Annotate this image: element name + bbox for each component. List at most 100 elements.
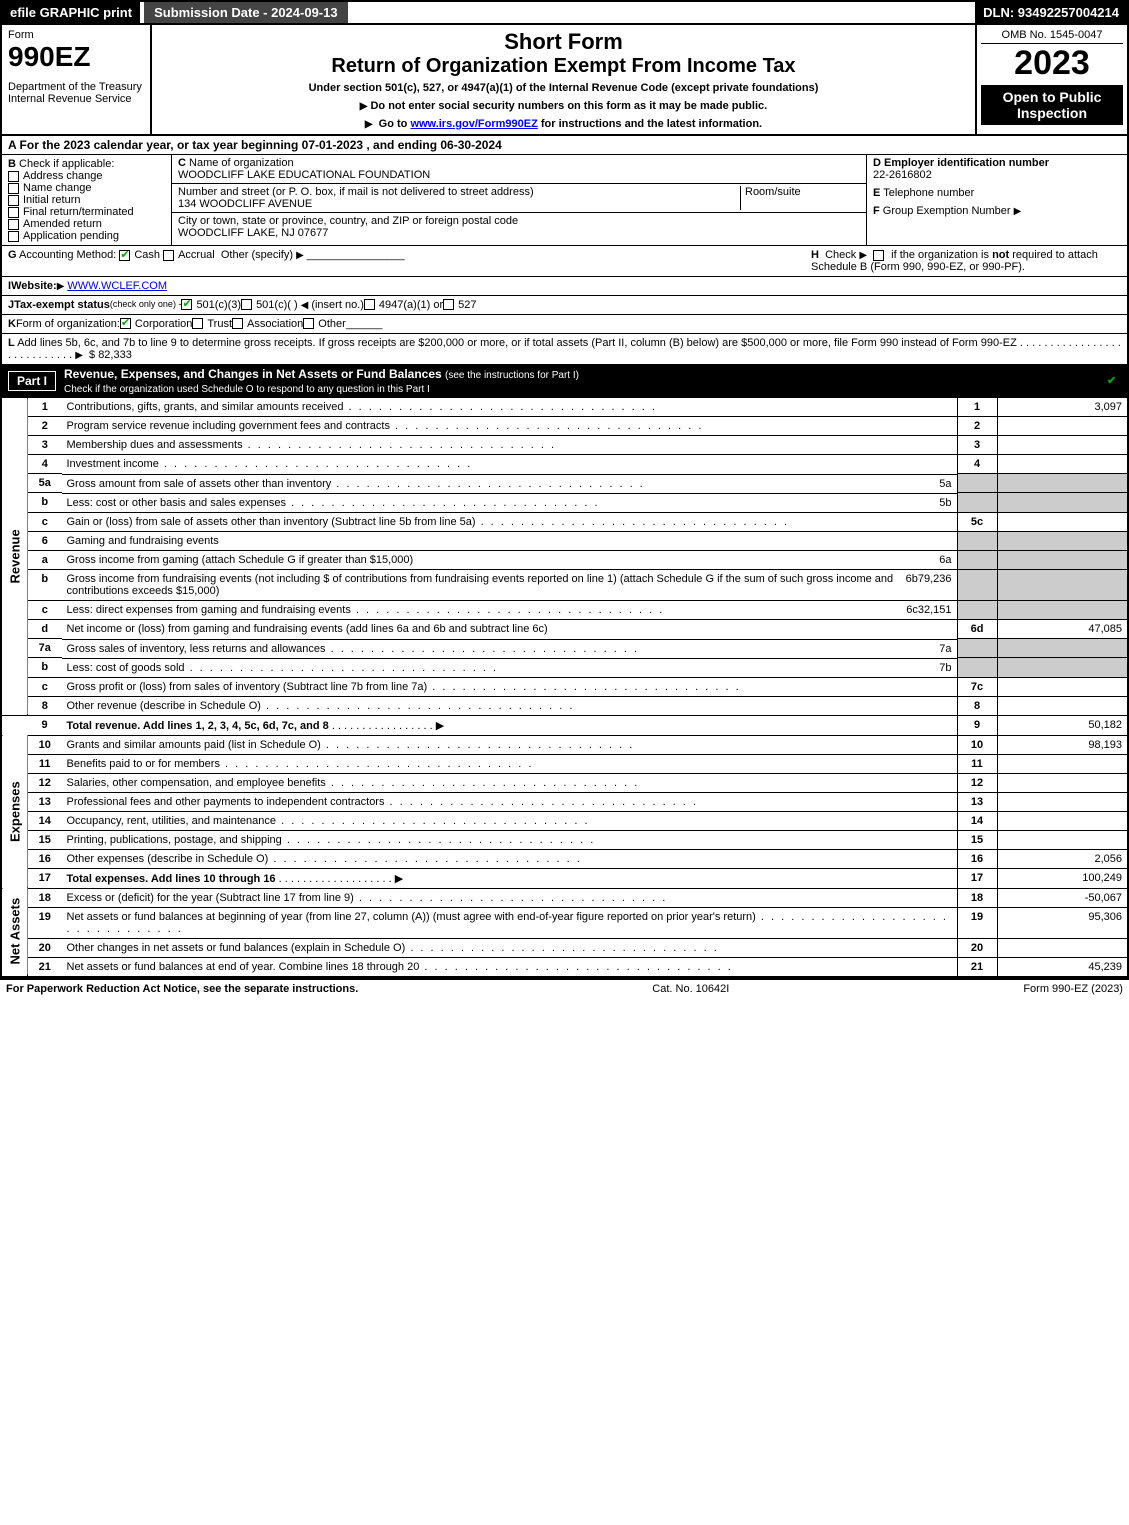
chk-trust[interactable] <box>192 318 203 329</box>
chk-cash[interactable] <box>119 250 130 261</box>
r20-n: 20 <box>957 938 997 957</box>
section-bcd: B Check if applicable: Address change Na… <box>2 155 1127 246</box>
dept-2: Internal Revenue Service <box>8 93 144 105</box>
r9-v: 50,182 <box>997 715 1127 735</box>
chk-initial[interactable] <box>8 195 19 206</box>
tel-label: Telephone number <box>883 187 974 199</box>
r21-n: 21 <box>957 957 997 976</box>
irs-link[interactable]: www.irs.gov/Form990EZ <box>410 118 537 130</box>
b-letter: B <box>8 158 16 170</box>
opt-pending: Application pending <box>23 230 119 242</box>
r7b-sn: 7b <box>939 662 951 674</box>
r21-desc: Net assets or fund balances at end of ye… <box>62 957 958 976</box>
r7c-v <box>997 677 1127 696</box>
tax-year: 2023 <box>981 44 1123 83</box>
r7c-desc: Gross profit or (loss) from sales of inv… <box>62 677 958 696</box>
arrow-icon <box>296 249 307 261</box>
c-letter: C <box>178 157 186 169</box>
col-c: C Name of organization WOODCLIFF LAKE ED… <box>172 155 867 245</box>
j-opt3: 4947(a)(1) or <box>379 299 443 311</box>
chk-pending[interactable] <box>8 231 19 242</box>
r1-v: 3,097 <box>997 398 1127 417</box>
r10-n: 10 <box>957 735 997 754</box>
opt-address: Address change <box>23 170 103 182</box>
dept-1: Department of the Treasury <box>8 81 144 93</box>
header-right: OMB No. 1545-0047 2023 Open to Public In… <box>977 25 1127 134</box>
footer-catno: Cat. No. 10642I <box>652 983 729 995</box>
chk-final[interactable] <box>8 207 19 218</box>
g-label: Accounting Method: <box>19 249 116 261</box>
chk-corp[interactable] <box>120 318 131 329</box>
chk-other[interactable] <box>303 318 314 329</box>
r2-v <box>997 417 1127 436</box>
r14-n: 14 <box>957 811 997 830</box>
line-a: A For the 2023 calendar year, or tax yea… <box>2 136 1127 155</box>
r8-v <box>997 696 1127 715</box>
expenses-label: Expenses <box>2 735 28 888</box>
topbar: efile GRAPHIC print Submission Date - 20… <box>2 2 1127 25</box>
chk-501c[interactable] <box>241 299 252 310</box>
r6c-desc: Less: direct expenses from gaming and fu… <box>67 604 907 616</box>
website-link[interactable]: WWW.WCLEF.COM <box>67 280 167 292</box>
r13-v <box>997 792 1127 811</box>
chk-501c3[interactable] <box>181 299 192 310</box>
part1-header: Part I Revenue, Expenses, and Changes in… <box>2 365 1127 397</box>
r10-v: 98,193 <box>997 735 1127 754</box>
r3-n: 3 <box>957 436 997 455</box>
part1-check: Check if the organization used Schedule … <box>64 384 430 395</box>
opt-amended: Amended return <box>23 218 102 230</box>
arrow-icon <box>75 349 86 361</box>
footer: For Paperwork Reduction Act Notice, see … <box>0 978 1129 998</box>
footer-left: For Paperwork Reduction Act Notice, see … <box>6 983 358 995</box>
left-arrow-icon <box>298 299 312 311</box>
j-opt1: 501(c)(3) <box>196 299 241 311</box>
g-other: Other (specify) <box>221 249 293 261</box>
j-opt2: 501(c)( ) <box>256 299 298 311</box>
chk-schedule-o[interactable] <box>1106 376 1117 387</box>
r2-n: 2 <box>957 417 997 436</box>
chk-4947[interactable] <box>364 299 375 310</box>
b-label: Check if applicable: <box>19 158 114 170</box>
k-trust: Trust <box>207 318 232 330</box>
chk-name[interactable] <box>8 183 19 194</box>
l-letter: L <box>8 337 15 349</box>
r5a-desc: Gross amount from sale of assets other t… <box>67 478 940 490</box>
r21-v: 45,239 <box>997 957 1127 976</box>
j-label: Tax-exempt status <box>14 299 110 311</box>
row-l: L Add lines 5b, 6c, and 7b to line 9 to … <box>2 334 1127 365</box>
part1-note: (see the instructions for Part I) <box>445 370 579 381</box>
j-note: (check only one) - <box>110 299 182 311</box>
r2-desc: Program service revenue including govern… <box>62 417 958 436</box>
lines-table: Revenue 1Contributions, gifts, grants, a… <box>2 397 1127 976</box>
short-form-title: Short Form <box>160 29 967 55</box>
k-corp: Corporation <box>135 318 192 330</box>
main-title: Return of Organization Exempt From Incom… <box>160 55 967 78</box>
r13-n: 13 <box>957 792 997 811</box>
org-addr: 134 WOODCLIFF AVENUE <box>178 198 312 210</box>
chk-address[interactable] <box>8 171 19 182</box>
r17-v: 100,249 <box>997 868 1127 888</box>
header-center: Short Form Return of Organization Exempt… <box>152 25 977 134</box>
chk-527[interactable] <box>443 299 454 310</box>
r5b-desc: Less: cost or other basis and sales expe… <box>67 497 940 509</box>
chk-amended[interactable] <box>8 219 19 230</box>
r12-desc: Salaries, other compensation, and employ… <box>62 773 958 792</box>
r11-v <box>997 754 1127 773</box>
chk-h[interactable] <box>873 250 884 261</box>
h-t2: if the organization is <box>891 249 989 261</box>
r19-desc: Net assets or fund balances at beginning… <box>62 907 958 938</box>
j-opt4: 527 <box>458 299 476 311</box>
r12-n: 12 <box>957 773 997 792</box>
h-t1: Check <box>825 249 856 261</box>
arrow-icon <box>859 249 870 261</box>
part1-title: Revenue, Expenses, and Changes in Net As… <box>64 367 579 395</box>
arrow-icon <box>1014 205 1025 217</box>
header: Form 990EZ Department of the Treasury In… <box>2 25 1127 136</box>
chk-accrual[interactable] <box>163 250 174 261</box>
r3-v <box>997 436 1127 455</box>
row-i: I Website: WWW.WCLEF.COM <box>2 277 1127 296</box>
chk-assoc[interactable] <box>232 318 243 329</box>
r15-desc: Printing, publications, postage, and shi… <box>62 830 958 849</box>
r5a-sn: 5a <box>939 478 951 490</box>
r8-n: 8 <box>957 696 997 715</box>
